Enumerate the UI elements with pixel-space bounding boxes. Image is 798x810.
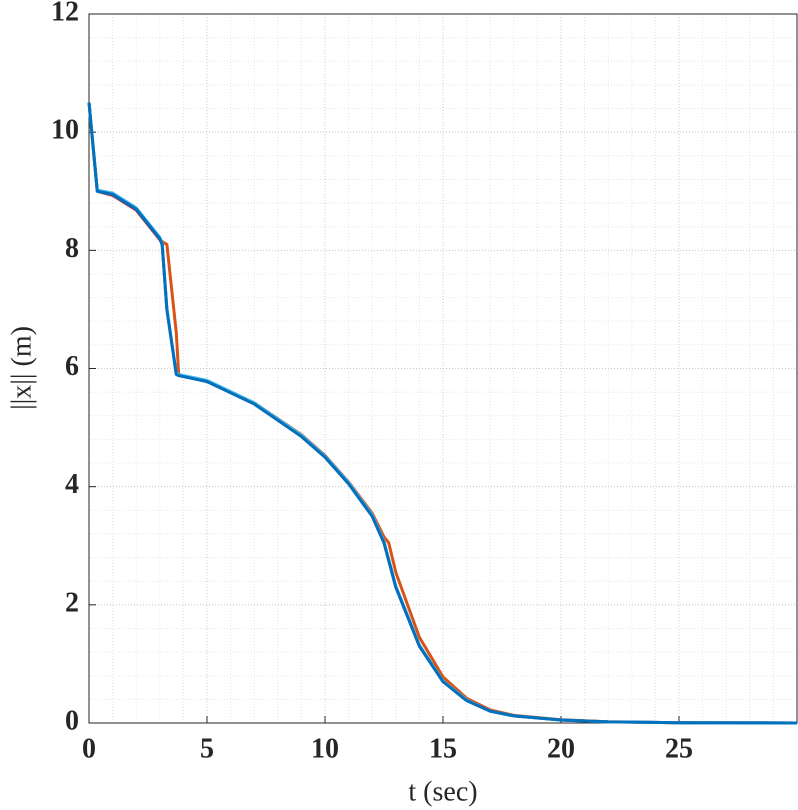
x-tick-label: 10	[311, 733, 339, 764]
x-tick-label: 5	[200, 733, 214, 764]
line-series	[87, 102, 798, 725]
x-tick-label: 25	[665, 733, 693, 764]
y-axis-label: ||x|| (m)	[6, 326, 37, 410]
y-tick-label: 2	[65, 587, 79, 618]
x-axis-label: t (sec)	[408, 776, 477, 807]
plot-frame	[88, 13, 798, 724]
y-tick-label: 0	[65, 705, 79, 736]
y-tick-label: 6	[65, 351, 79, 382]
x-tick-label: 15	[429, 733, 457, 764]
y-tick-label: 12	[51, 0, 79, 27]
x-tick-label: 20	[547, 733, 575, 764]
y-tick-label: 8	[65, 233, 79, 264]
y-tick-label: 10	[51, 115, 79, 146]
x-tick-label: 0	[82, 733, 96, 764]
y-tick-label: 4	[65, 469, 79, 500]
